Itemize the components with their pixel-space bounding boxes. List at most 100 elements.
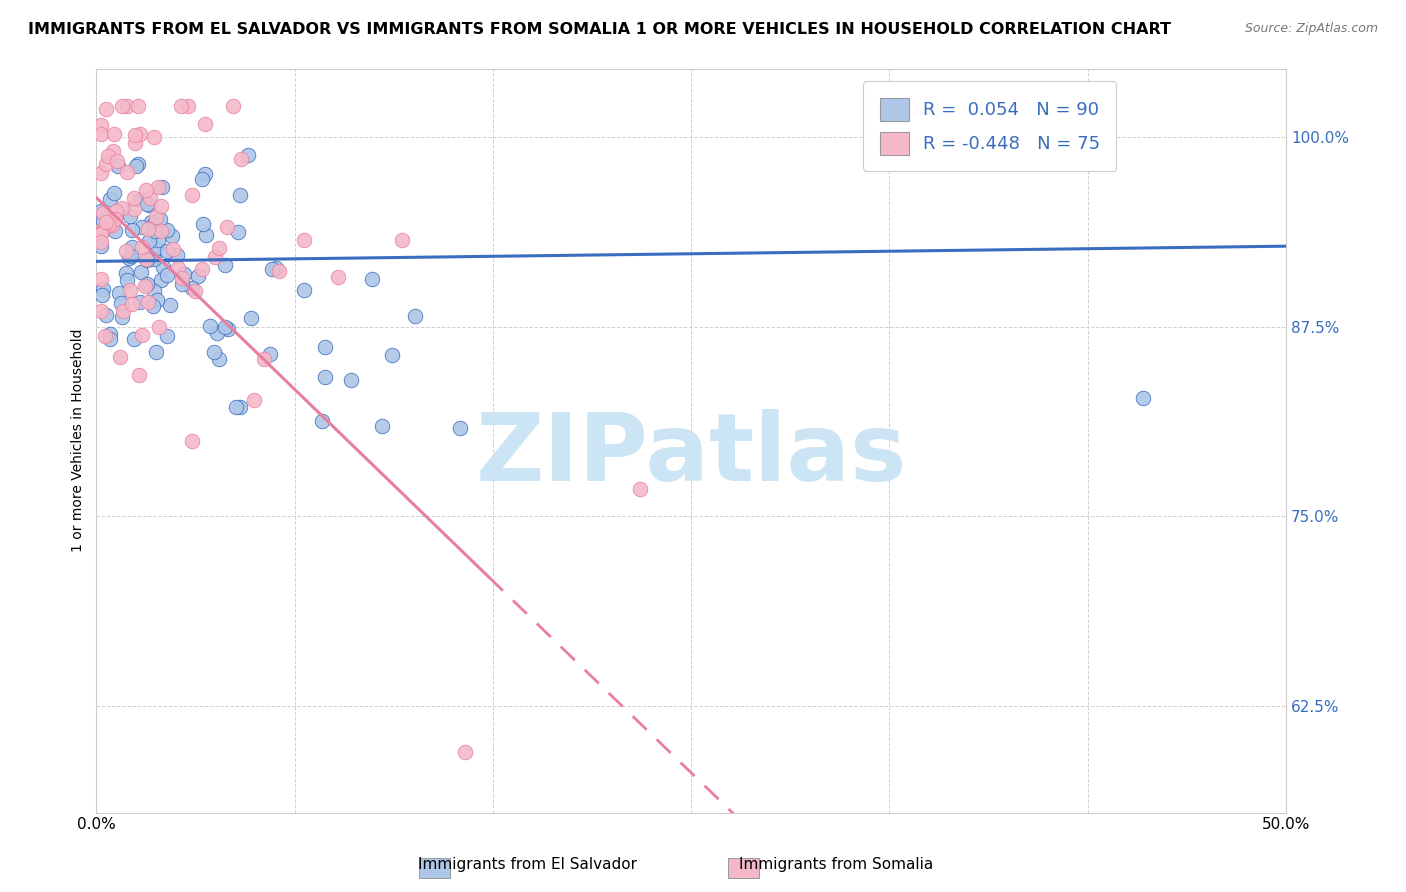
- Point: [136, 197, 159, 211]
- Point: [112, 303, 135, 318]
- Point: [128, 194, 150, 208]
- Point: [166, 261, 188, 276]
- Point: [204, 250, 226, 264]
- Point: [208, 352, 231, 367]
- Point: [170, 99, 193, 113]
- Point: [207, 326, 229, 341]
- Text: Source: ZipAtlas.com: Source: ZipAtlas.com: [1244, 22, 1378, 36]
- Point: [96, 102, 118, 116]
- Point: [215, 220, 238, 235]
- Point: [228, 188, 250, 202]
- Point: [190, 262, 212, 277]
- Point: [111, 99, 134, 113]
- Point: [131, 328, 153, 343]
- Point: [108, 285, 131, 300]
- Point: [264, 261, 287, 276]
- Point: [120, 210, 142, 224]
- Point: [252, 352, 274, 367]
- Point: [131, 220, 153, 235]
- Point: [143, 130, 166, 145]
- Point: [122, 191, 145, 205]
- Point: [259, 347, 281, 361]
- Point: [222, 99, 245, 113]
- Point: [138, 235, 160, 249]
- Point: [122, 333, 145, 347]
- Point: [391, 234, 413, 248]
- Point: [149, 224, 172, 238]
- Point: [91, 221, 114, 235]
- Point: [194, 117, 217, 131]
- Point: [176, 99, 198, 113]
- Point: [110, 350, 132, 364]
- Point: [202, 345, 225, 359]
- Point: [449, 421, 471, 435]
- Point: [340, 373, 363, 387]
- Point: [98, 218, 121, 232]
- Point: [127, 157, 149, 171]
- Point: [127, 99, 149, 113]
- Point: [94, 215, 117, 229]
- Point: [159, 298, 181, 312]
- Point: [149, 273, 172, 287]
- Point: [134, 279, 156, 293]
- Point: [208, 241, 231, 255]
- Point: [146, 180, 169, 194]
- Point: [107, 159, 129, 173]
- Point: [292, 233, 315, 247]
- Point: [135, 252, 157, 266]
- Point: [229, 152, 252, 166]
- Point: [311, 414, 333, 428]
- Point: [187, 268, 209, 283]
- Point: [136, 253, 159, 268]
- Point: [292, 283, 315, 297]
- Point: [148, 320, 170, 334]
- Point: [139, 191, 162, 205]
- Point: [115, 244, 138, 259]
- Point: [136, 277, 159, 292]
- Point: [152, 260, 174, 274]
- Point: [173, 267, 195, 281]
- Point: [156, 328, 179, 343]
- Point: [90, 272, 112, 286]
- Point: [118, 283, 141, 297]
- Point: [94, 308, 117, 322]
- Point: [90, 303, 112, 318]
- Point: [146, 233, 169, 247]
- Point: [138, 198, 160, 212]
- Point: [115, 165, 138, 179]
- Point: [194, 228, 217, 243]
- Point: [160, 229, 183, 244]
- Point: [184, 284, 207, 298]
- Point: [361, 271, 384, 285]
- Point: [121, 296, 143, 310]
- Point: [97, 149, 120, 163]
- Point: [131, 240, 153, 254]
- Point: [181, 187, 204, 202]
- Point: [1132, 392, 1154, 406]
- Point: [90, 118, 112, 132]
- Point: [115, 99, 138, 113]
- Point: [135, 183, 157, 197]
- Point: [124, 128, 146, 143]
- Point: [225, 401, 247, 415]
- Point: [143, 224, 166, 238]
- Point: [170, 271, 193, 285]
- Point: [90, 226, 112, 240]
- Point: [138, 295, 160, 310]
- Point: [143, 215, 166, 229]
- Point: [214, 258, 236, 272]
- Point: [129, 294, 152, 309]
- Point: [149, 212, 172, 227]
- Point: [129, 265, 152, 279]
- Point: [121, 240, 143, 254]
- Point: [128, 127, 150, 141]
- Point: [104, 211, 127, 226]
- Point: [145, 241, 167, 255]
- Point: [122, 202, 145, 217]
- Text: Immigrants from El Salvador: Immigrants from El Salvador: [418, 857, 637, 872]
- Point: [142, 284, 165, 298]
- Point: [90, 128, 112, 142]
- Y-axis label: 1 or more Vehicles in Household: 1 or more Vehicles in Household: [72, 329, 86, 552]
- Point: [198, 319, 221, 334]
- Point: [98, 192, 121, 206]
